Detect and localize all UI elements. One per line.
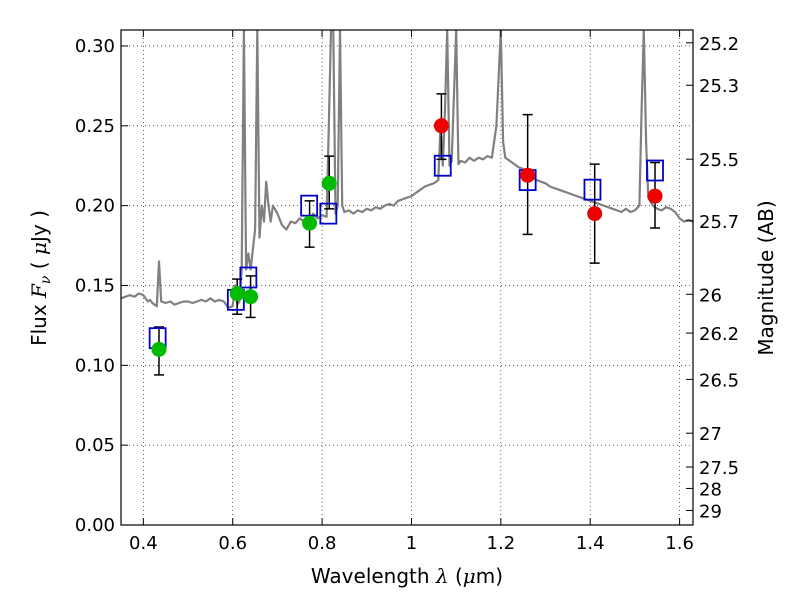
axis-ticks: 0.4 0.6 0.8 1 1.2 1.4 1.6 0.00 0.05 0.10 0.15 0.20 0… bbox=[75, 30, 739, 554]
model-square-marker bbox=[433, 154, 452, 177]
y-axis-paren-open: ( bbox=[27, 255, 51, 276]
right-tick-label: 25.5 bbox=[699, 150, 739, 171]
x-tick-label: 0.4 bbox=[129, 533, 158, 554]
right-tick-label: 25.7 bbox=[699, 212, 739, 233]
observed-point-marker bbox=[647, 188, 663, 204]
y-axis-fnu: F bbox=[27, 283, 51, 299]
y-axis-nu: ν bbox=[38, 275, 54, 284]
y-axis-label: Flux Fν ( μJy ) bbox=[27, 210, 54, 346]
x-axis-unit-end: m) bbox=[476, 564, 503, 588]
observed-point-marker bbox=[587, 206, 603, 222]
right-tick-label: 26.2 bbox=[699, 324, 739, 345]
x-tick-label: 1.2 bbox=[487, 533, 516, 554]
y-tick-label: 0.30 bbox=[75, 36, 115, 57]
x-axis-lambda: λ bbox=[435, 564, 449, 588]
x-tick-label: 1.6 bbox=[665, 533, 694, 554]
x-axis-label-text: Wavelength bbox=[311, 564, 436, 588]
right-tick-label: 29 bbox=[699, 501, 722, 522]
spectrum-line bbox=[121, 30, 693, 309]
model-square-marker bbox=[300, 194, 319, 217]
right-axis-label: Magnitude (AB) bbox=[754, 200, 778, 355]
grid-lines bbox=[121, 30, 693, 525]
y-axis-mu: μ bbox=[27, 242, 51, 255]
plot-frame bbox=[120, 29, 694, 526]
y-tick-label: 0.00 bbox=[75, 515, 115, 536]
observed-point-marker bbox=[229, 285, 245, 301]
x-axis-mu: μ bbox=[463, 564, 476, 588]
observed-point-marker bbox=[520, 167, 536, 183]
data-markers bbox=[148, 118, 664, 357]
y-tick-label: 0.20 bbox=[75, 196, 115, 217]
x-tick-label: 0.6 bbox=[218, 533, 247, 554]
model-square-marker bbox=[239, 266, 258, 289]
observed-point-marker bbox=[243, 289, 259, 305]
observed-point-marker bbox=[321, 175, 337, 191]
right-tick-label: 25.3 bbox=[699, 76, 739, 97]
observed-point-marker bbox=[302, 215, 318, 231]
right-tick-label: 26.5 bbox=[699, 370, 739, 391]
x-tick-label: 1.4 bbox=[576, 533, 605, 554]
right-tick-label: 25.2 bbox=[699, 34, 739, 55]
model-square-marker bbox=[583, 178, 602, 201]
right-tick-label: 28 bbox=[699, 479, 722, 500]
model-square-marker bbox=[319, 202, 338, 225]
model-square-marker bbox=[646, 159, 664, 182]
x-axis-label: Wavelength λ (μm) bbox=[311, 564, 503, 588]
y-tick-label: 0.05 bbox=[75, 435, 115, 456]
observed-point-marker bbox=[151, 341, 167, 357]
y-tick-label: 0.10 bbox=[75, 355, 115, 376]
y-tick-label: 0.15 bbox=[75, 275, 115, 296]
observed-point-marker bbox=[433, 118, 449, 134]
right-tick-label: 27 bbox=[699, 424, 722, 445]
model-spectrum bbox=[121, 30, 693, 309]
right-tick-label: 26 bbox=[699, 285, 722, 306]
y-axis-unit: Jy ) bbox=[27, 210, 51, 244]
y-axis-label-text: Flux bbox=[27, 298, 51, 346]
x-axis-unit: ( bbox=[449, 564, 463, 588]
y-tick-label: 0.25 bbox=[75, 116, 115, 137]
x-tick-label: 0.8 bbox=[308, 533, 337, 554]
x-tick-label: 1 bbox=[406, 533, 417, 554]
right-tick-label: 27.5 bbox=[699, 458, 739, 479]
